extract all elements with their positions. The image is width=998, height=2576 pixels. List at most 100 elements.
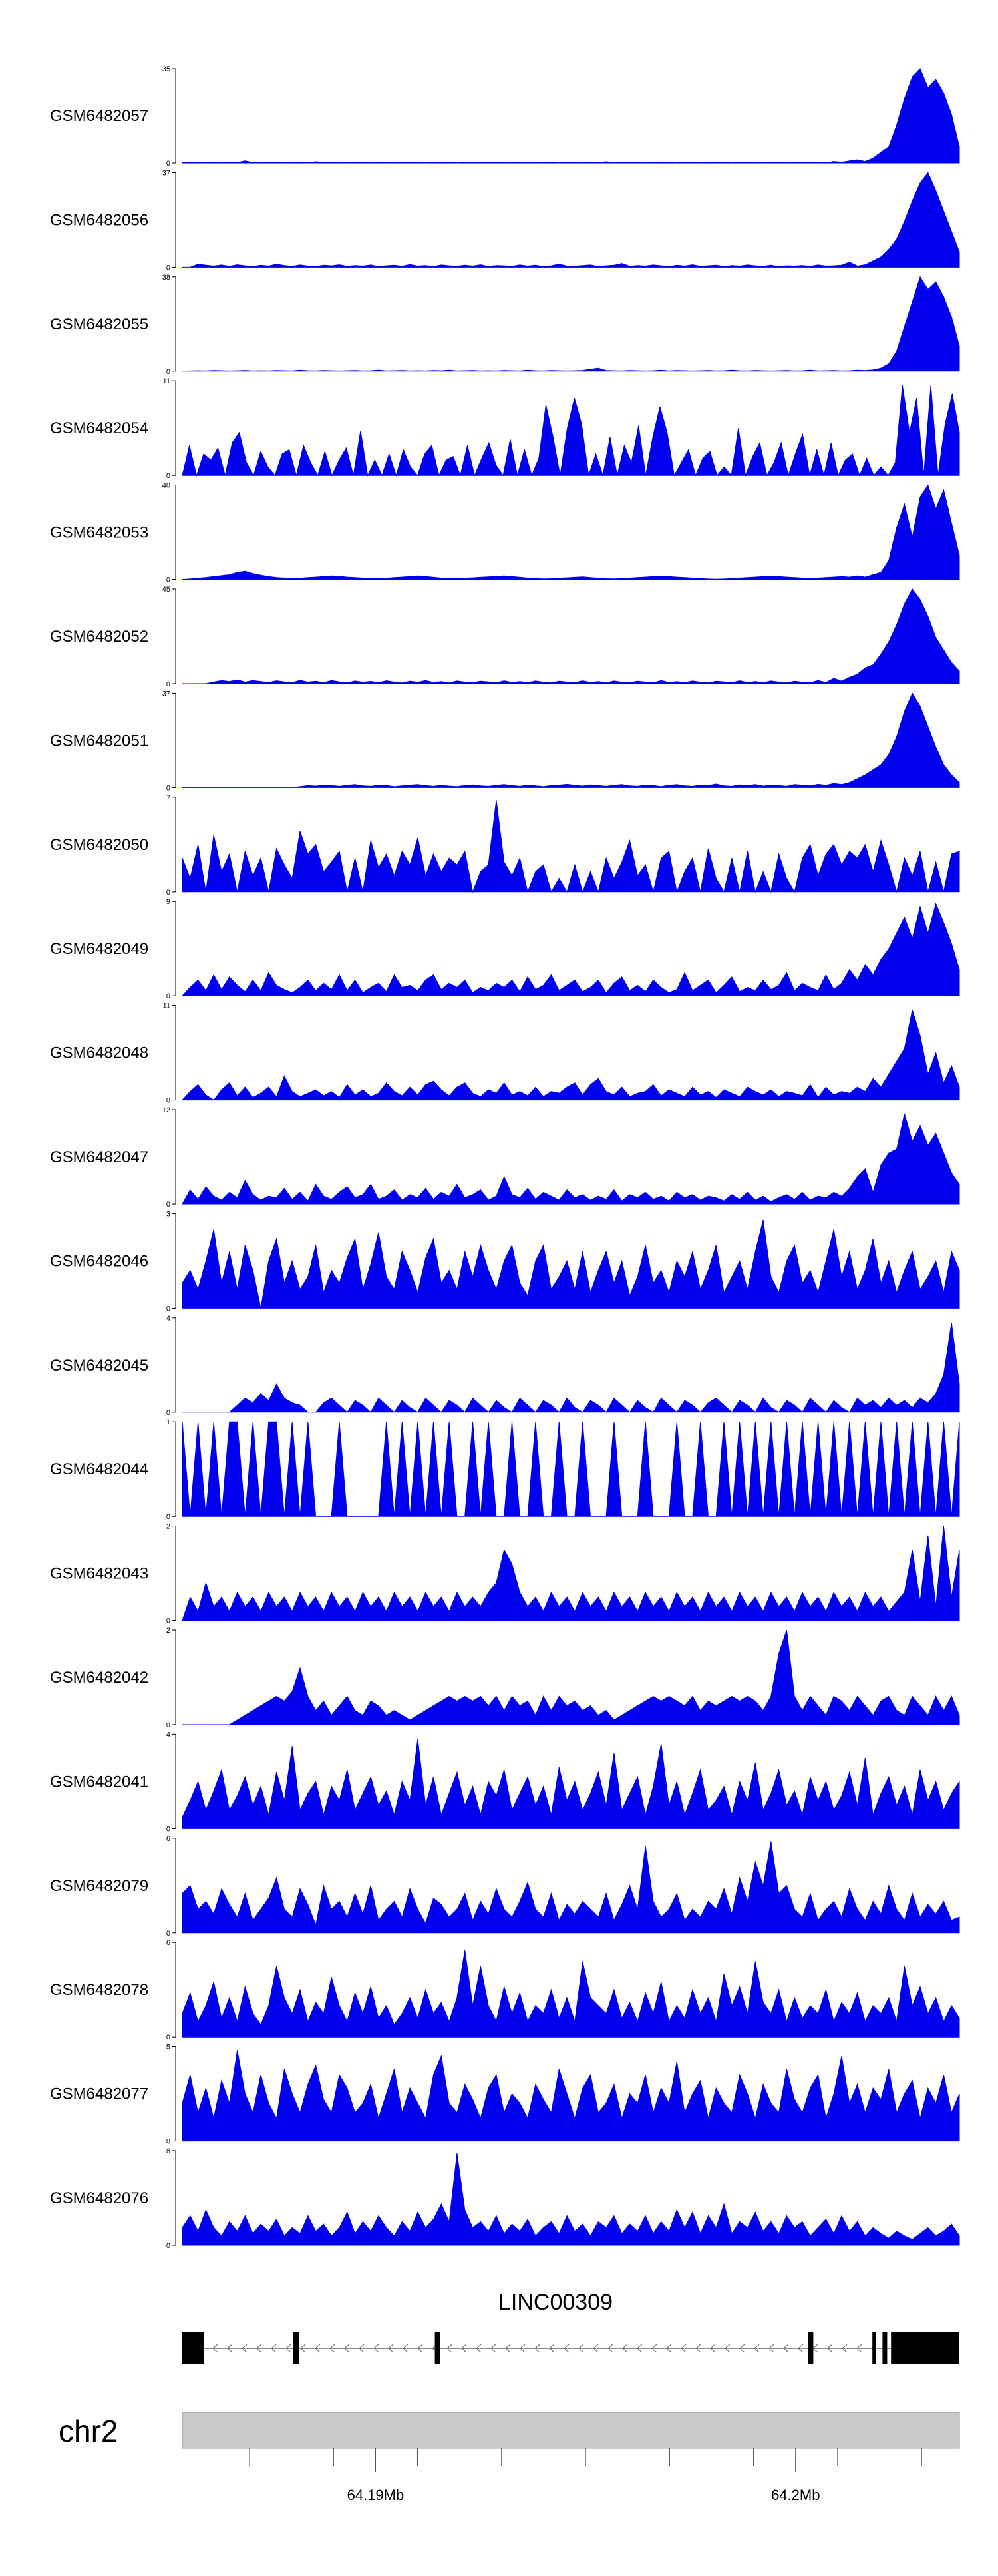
track-GSM6482054: GSM6482054 11 0 — [50, 377, 960, 480]
chromosome-label: chr2 — [59, 2414, 118, 2448]
track-label: GSM6482076 — [50, 2189, 148, 2207]
chromosome-bar — [182, 2412, 960, 2449]
y-tick-label-min: 0 — [166, 1930, 170, 1938]
coverage-area — [182, 385, 960, 477]
coverage-area — [182, 1629, 960, 1725]
track-GSM6482077: GSM6482077 5 0 — [50, 2043, 960, 2146]
coverage-area — [182, 1526, 960, 1621]
y-tick-label-min: 0 — [166, 784, 170, 792]
y-tick-label-max: 35 — [162, 65, 170, 73]
track-label: GSM6482057 — [50, 107, 148, 125]
strand-arrow — [388, 2344, 394, 2353]
coverage-area — [182, 1739, 960, 1829]
track-label: GSM6482043 — [50, 1565, 148, 1583]
track-GSM6482076: GSM6482076 8 0 — [50, 2147, 960, 2250]
track-label: GSM6482056 — [50, 211, 148, 229]
gene-exon — [808, 2332, 814, 2364]
track-label: GSM6482053 — [50, 524, 148, 542]
y-tick-label-min: 0 — [166, 1617, 170, 1625]
coverage-area — [182, 276, 960, 372]
y-tick-label-max: 12 — [162, 1106, 170, 1114]
y-tick-label-max: 4 — [166, 1315, 170, 1323]
track-GSM6482052: GSM6482052 45 0 — [50, 586, 960, 688]
y-tick-label-min: 0 — [166, 680, 170, 688]
coverage-area — [182, 1950, 960, 2038]
strand-arrow — [607, 2344, 613, 2353]
track-label: GSM6482044 — [50, 1460, 148, 1478]
track-GSM6482045: GSM6482045 4 0 — [50, 1315, 960, 1417]
coverage-area — [181, 902, 960, 996]
strand-arrow — [227, 2344, 233, 2353]
track-label: GSM6482047 — [50, 1148, 148, 1166]
track-label: GSM6482049 — [50, 940, 148, 958]
strand-arrow — [403, 2344, 409, 2353]
y-tick-label-min: 0 — [166, 1097, 170, 1105]
y-tick-label-max: 38 — [162, 274, 170, 282]
track-GSM6482056: GSM6482056 37 0 — [50, 169, 960, 272]
track-GSM6482057: GSM6482057 35 0 — [50, 65, 960, 168]
y-tick-label-min: 0 — [166, 472, 170, 480]
y-tick-label-min: 0 — [166, 1201, 170, 1209]
y-tick-label-min: 0 — [166, 160, 170, 168]
strand-arrow — [768, 2344, 774, 2353]
track-label: GSM6482042 — [50, 1669, 148, 1687]
track-GSM6482042: GSM6482042 2 0 — [50, 1627, 960, 1729]
track-label: GSM6482079 — [50, 1877, 148, 1895]
coverage-area — [182, 1322, 960, 1413]
strand-arrow — [798, 2344, 804, 2353]
track-label: GSM6482050 — [50, 836, 148, 854]
tracks-layer: GSM6482057350GSM6482056370GSM6482055380G… — [50, 65, 960, 2250]
strand-arrow — [373, 2344, 379, 2353]
track-label: GSM6482078 — [50, 1981, 148, 1999]
coverage-area — [182, 2050, 960, 2142]
strand-arrow — [242, 2344, 248, 2353]
gene-exon — [872, 2332, 876, 2364]
y-tick-label-min: 0 — [166, 992, 170, 1000]
track-GSM6482044: GSM6482044 1 0 — [50, 1418, 960, 1521]
strand-arrow — [593, 2344, 599, 2353]
genome-position-label: 64.2Mb — [771, 2487, 820, 2503]
strand-arrow — [549, 2344, 555, 2353]
y-tick-label-min: 0 — [166, 1409, 170, 1417]
strand-arrow — [329, 2344, 335, 2353]
strand-arrow — [212, 2344, 218, 2353]
y-tick-label-min: 0 — [166, 1825, 170, 1833]
track-GSM6482047: GSM6482047 12 0 — [50, 1106, 960, 1209]
strand-arrow — [842, 2344, 848, 2353]
strand-arrow — [505, 2344, 511, 2353]
track-GSM6482079: GSM6482079 6 0 — [50, 1835, 960, 1938]
track-GSM6482050: GSM6482050 7 0 — [50, 794, 960, 897]
y-tick-label-max: 6 — [166, 1939, 170, 1947]
y-tick-label-min: 0 — [166, 1513, 170, 1521]
gene-exon — [434, 2332, 440, 2364]
track-GSM6482078: GSM6482078 6 0 — [50, 1939, 960, 2041]
y-tick-label-min: 0 — [166, 1305, 170, 1313]
y-tick-label-max: 3 — [166, 1210, 170, 1218]
track-label: GSM6482051 — [50, 732, 148, 750]
strand-arrow — [285, 2344, 291, 2353]
track-label: GSM6482048 — [50, 1044, 148, 1062]
strand-arrow — [666, 2344, 672, 2353]
strand-arrow — [739, 2344, 745, 2353]
coverage-area — [182, 1421, 960, 1517]
strand-arrow — [446, 2344, 452, 2353]
strand-arrow — [417, 2344, 423, 2353]
strand-arrow — [827, 2344, 833, 2353]
gene-track: LINC00309 — [182, 2290, 959, 2364]
y-tick-label-max: 6 — [166, 1835, 170, 1843]
ideogram-track: chr2 64.19Mb 64.2Mb — [59, 2412, 960, 2503]
track-GSM6482049: GSM6482049 9 0 — [50, 898, 960, 1000]
coverage-area — [182, 68, 960, 164]
track-label: GSM6482055 — [50, 316, 148, 333]
gene-exon — [891, 2332, 959, 2364]
strand-arrow — [256, 2344, 262, 2353]
strand-arrow — [564, 2344, 570, 2353]
strand-arrow — [461, 2344, 467, 2353]
gene-exon — [293, 2332, 299, 2364]
coverage-area — [182, 484, 960, 580]
track-label: GSM6482045 — [50, 1357, 148, 1375]
y-tick-label-max: 40 — [162, 482, 170, 490]
coverage-area — [182, 588, 960, 684]
y-tick-label-min: 0 — [166, 576, 170, 584]
